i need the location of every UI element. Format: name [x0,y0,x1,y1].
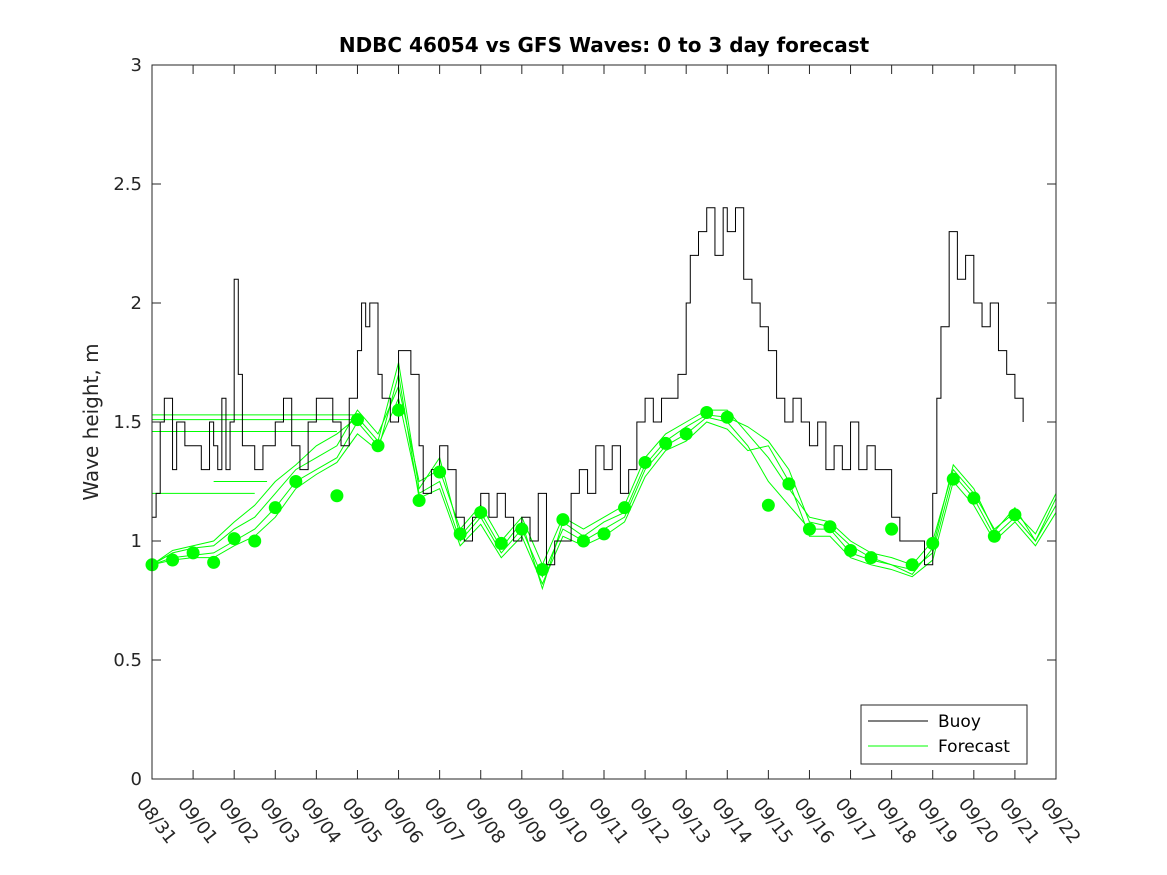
forecast-point [515,522,529,536]
legend: Buoy Forecast [860,704,1028,765]
forecast-point [248,534,262,548]
forecast-point [679,427,693,441]
forecast-points [145,403,1022,577]
forecast-point [885,522,899,536]
y-tick-label: 2 [131,293,142,314]
forecast-point [987,529,1001,543]
forecast-point [186,546,200,560]
forecast-point [844,544,858,558]
forecast-point [720,410,734,424]
y-tick-label: 2.5 [113,174,142,195]
forecast-run-line [151,384,1057,567]
forecast-point [289,475,303,488]
y-tick-label: 3 [131,55,142,76]
plot-area [145,65,1057,779]
plot-background [152,65,1056,779]
y-tick-label: 1 [131,531,142,552]
forecast-point [556,513,570,527]
forecast-point [926,536,940,550]
forecast-run-line [151,362,1057,591]
forecast-point [166,553,180,567]
forecast-point [474,505,488,519]
forecast-point [597,527,611,541]
legend-buoy-label: Buoy [938,712,981,732]
buoy-series-line [152,207,1024,566]
forecast-point [659,436,673,450]
forecast-point [371,439,385,453]
forecast-point [330,489,344,503]
forecast-point [576,534,590,548]
forecast-point [494,536,508,550]
forecast-point [268,501,282,515]
forecast-point [453,527,467,541]
forecast-lines [151,362,1057,591]
forecast-point [802,522,816,536]
legend-forecast-label: Forecast [938,737,1010,757]
forecast-point [864,551,878,565]
chart-title: NDBC 46054 vs GFS Waves: 0 to 3 day fore… [339,33,870,57]
forecast-point [967,491,981,505]
forecast-point [207,555,221,569]
forecast-point [618,501,632,515]
forecast-point [761,498,775,512]
forecast-point [433,465,447,479]
forecast-point [350,413,364,427]
forecast-point [392,403,406,417]
forecast-point [638,455,652,469]
forecast-point [946,472,960,486]
y-tick-label: 0 [131,769,142,790]
forecast-point [782,477,796,491]
y-axis-label: Wave height, m [79,343,103,500]
y-tick-label: 0.5 [113,650,142,671]
forecast-point [905,558,919,572]
forecast-point [227,532,241,546]
forecast-point [412,494,426,508]
forecast-point [1008,508,1022,522]
legend-box [860,704,1028,765]
y-tick-label: 1.5 [113,412,142,433]
forecast-point [535,563,549,577]
buoy-line [152,207,1024,566]
forecast-point [700,405,714,419]
forecast-point [823,520,837,534]
